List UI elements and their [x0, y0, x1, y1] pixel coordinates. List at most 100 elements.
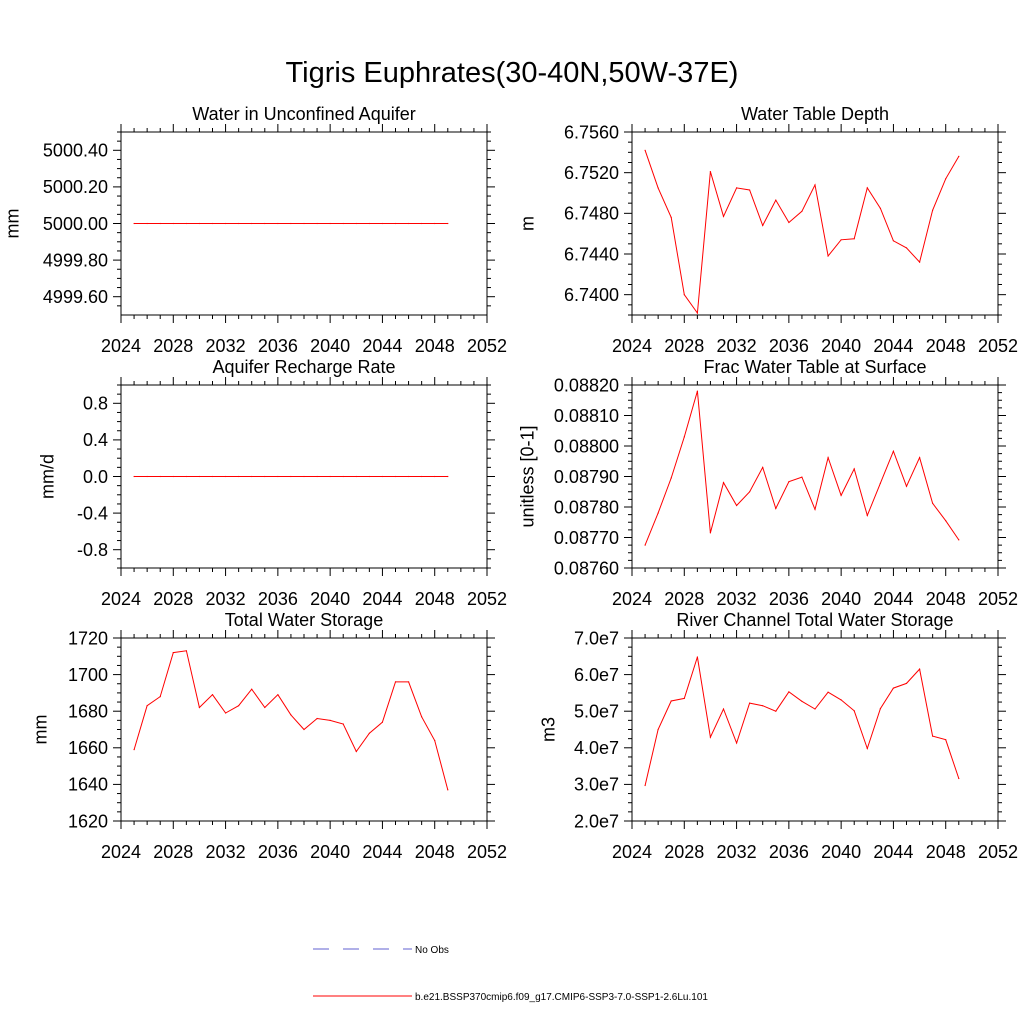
y-tick-label: 6.7400	[564, 285, 619, 305]
x-tick-label: 2024	[612, 589, 652, 609]
data-point	[355, 222, 357, 225]
data-point	[447, 789, 449, 791]
y-tick-label: 0.08820	[554, 375, 619, 395]
y-tick-label: 5000.40	[43, 141, 108, 161]
data-point	[421, 222, 423, 225]
data-point	[827, 457, 829, 459]
x-tick-label: 2036	[258, 336, 298, 356]
data-point	[290, 714, 292, 716]
data-point	[905, 682, 908, 685]
data-point	[958, 155, 960, 157]
data-point	[277, 694, 279, 696]
data-point	[211, 222, 214, 225]
x-tick-label: 2024	[101, 842, 141, 862]
data-point	[866, 187, 868, 189]
data-point	[159, 475, 161, 478]
data-point	[644, 544, 646, 546]
data-point	[879, 207, 882, 209]
data-point	[762, 705, 764, 707]
series-line	[133, 650, 449, 791]
data-point	[238, 705, 240, 707]
data-point	[211, 475, 214, 478]
y-tick-label: 2.0e7	[574, 811, 619, 831]
data-point	[853, 710, 855, 712]
data-point	[945, 739, 947, 741]
y-tick-label: 4999.80	[43, 250, 108, 270]
y-tick-label: 1620	[68, 811, 108, 831]
data-point	[316, 475, 318, 478]
data-point	[368, 222, 370, 225]
x-tick-label: 2028	[153, 842, 193, 862]
y-axis-label: m3	[538, 717, 558, 742]
data-point	[749, 189, 751, 191]
chart-panel: Frac Water Table at Surface unitless [0-1…	[517, 357, 1018, 609]
data-point	[657, 187, 659, 189]
x-tick-label: 2028	[664, 842, 704, 862]
data-point	[185, 650, 187, 652]
data-point	[736, 742, 738, 744]
x-tick-label: 2044	[362, 336, 402, 356]
data-point	[394, 681, 397, 683]
data-point	[381, 222, 383, 225]
data-point	[775, 710, 777, 712]
y-tick-label: 3.0e7	[574, 775, 619, 795]
data-point	[801, 210, 803, 212]
x-tick-label: 2024	[101, 589, 141, 609]
series-line	[644, 656, 960, 786]
data-point	[892, 687, 895, 689]
data-point	[408, 681, 410, 683]
y-tick-label: 1720	[68, 628, 108, 648]
y-axis-label: mm	[2, 209, 22, 239]
data-point	[225, 475, 227, 478]
data-point	[762, 224, 764, 227]
y-tick-label: 0.8	[83, 394, 108, 414]
y-tick-label: 6.7480	[564, 204, 619, 224]
data-point	[866, 514, 868, 517]
plot-frame	[631, 384, 999, 569]
data-point	[342, 475, 344, 478]
legend-obs-label: No Obs	[415, 945, 449, 956]
y-tick-label: 0.0	[83, 467, 108, 487]
data-point	[696, 312, 699, 314]
data-point	[146, 705, 148, 707]
data-point	[814, 184, 816, 186]
data-point	[775, 507, 777, 510]
x-tick-label: 2040	[821, 336, 861, 356]
y-tick-label: 4999.60	[43, 287, 108, 307]
data-point	[172, 652, 174, 654]
data-point	[316, 717, 318, 720]
data-point	[696, 656, 699, 658]
data-point	[892, 240, 895, 242]
x-tick-label: 2036	[769, 336, 809, 356]
series-line	[644, 150, 960, 315]
x-tick-label: 2052	[978, 589, 1018, 609]
data-point	[905, 247, 908, 249]
series-line	[644, 390, 960, 546]
chart-title: Total Water Storage	[225, 610, 383, 630]
data-point	[342, 222, 344, 225]
x-tick-label: 2040	[310, 336, 350, 356]
data-point	[644, 784, 646, 787]
data-point	[421, 716, 423, 718]
x-tick-label: 2040	[821, 842, 861, 862]
y-tick-label: 5000.00	[43, 214, 108, 234]
data-point	[814, 708, 816, 710]
y-tick-label: 0.08780	[554, 497, 619, 517]
data-point	[277, 475, 279, 478]
x-tick-label: 2024	[612, 336, 652, 356]
data-point	[211, 694, 214, 696]
data-point	[696, 390, 699, 392]
data-point	[133, 475, 135, 478]
data-point	[264, 475, 266, 478]
x-tick-label: 2032	[717, 589, 757, 609]
data-point	[788, 481, 790, 483]
data-point	[932, 502, 934, 504]
data-point	[303, 222, 305, 225]
data-point	[749, 702, 751, 704]
data-point	[290, 475, 292, 478]
y-axis-label: unitless [0-1]	[517, 425, 537, 527]
x-tick-label: 2024	[612, 842, 652, 862]
y-tick-label: 0.08760	[554, 558, 619, 578]
y-tick-label: 1680	[68, 702, 108, 722]
